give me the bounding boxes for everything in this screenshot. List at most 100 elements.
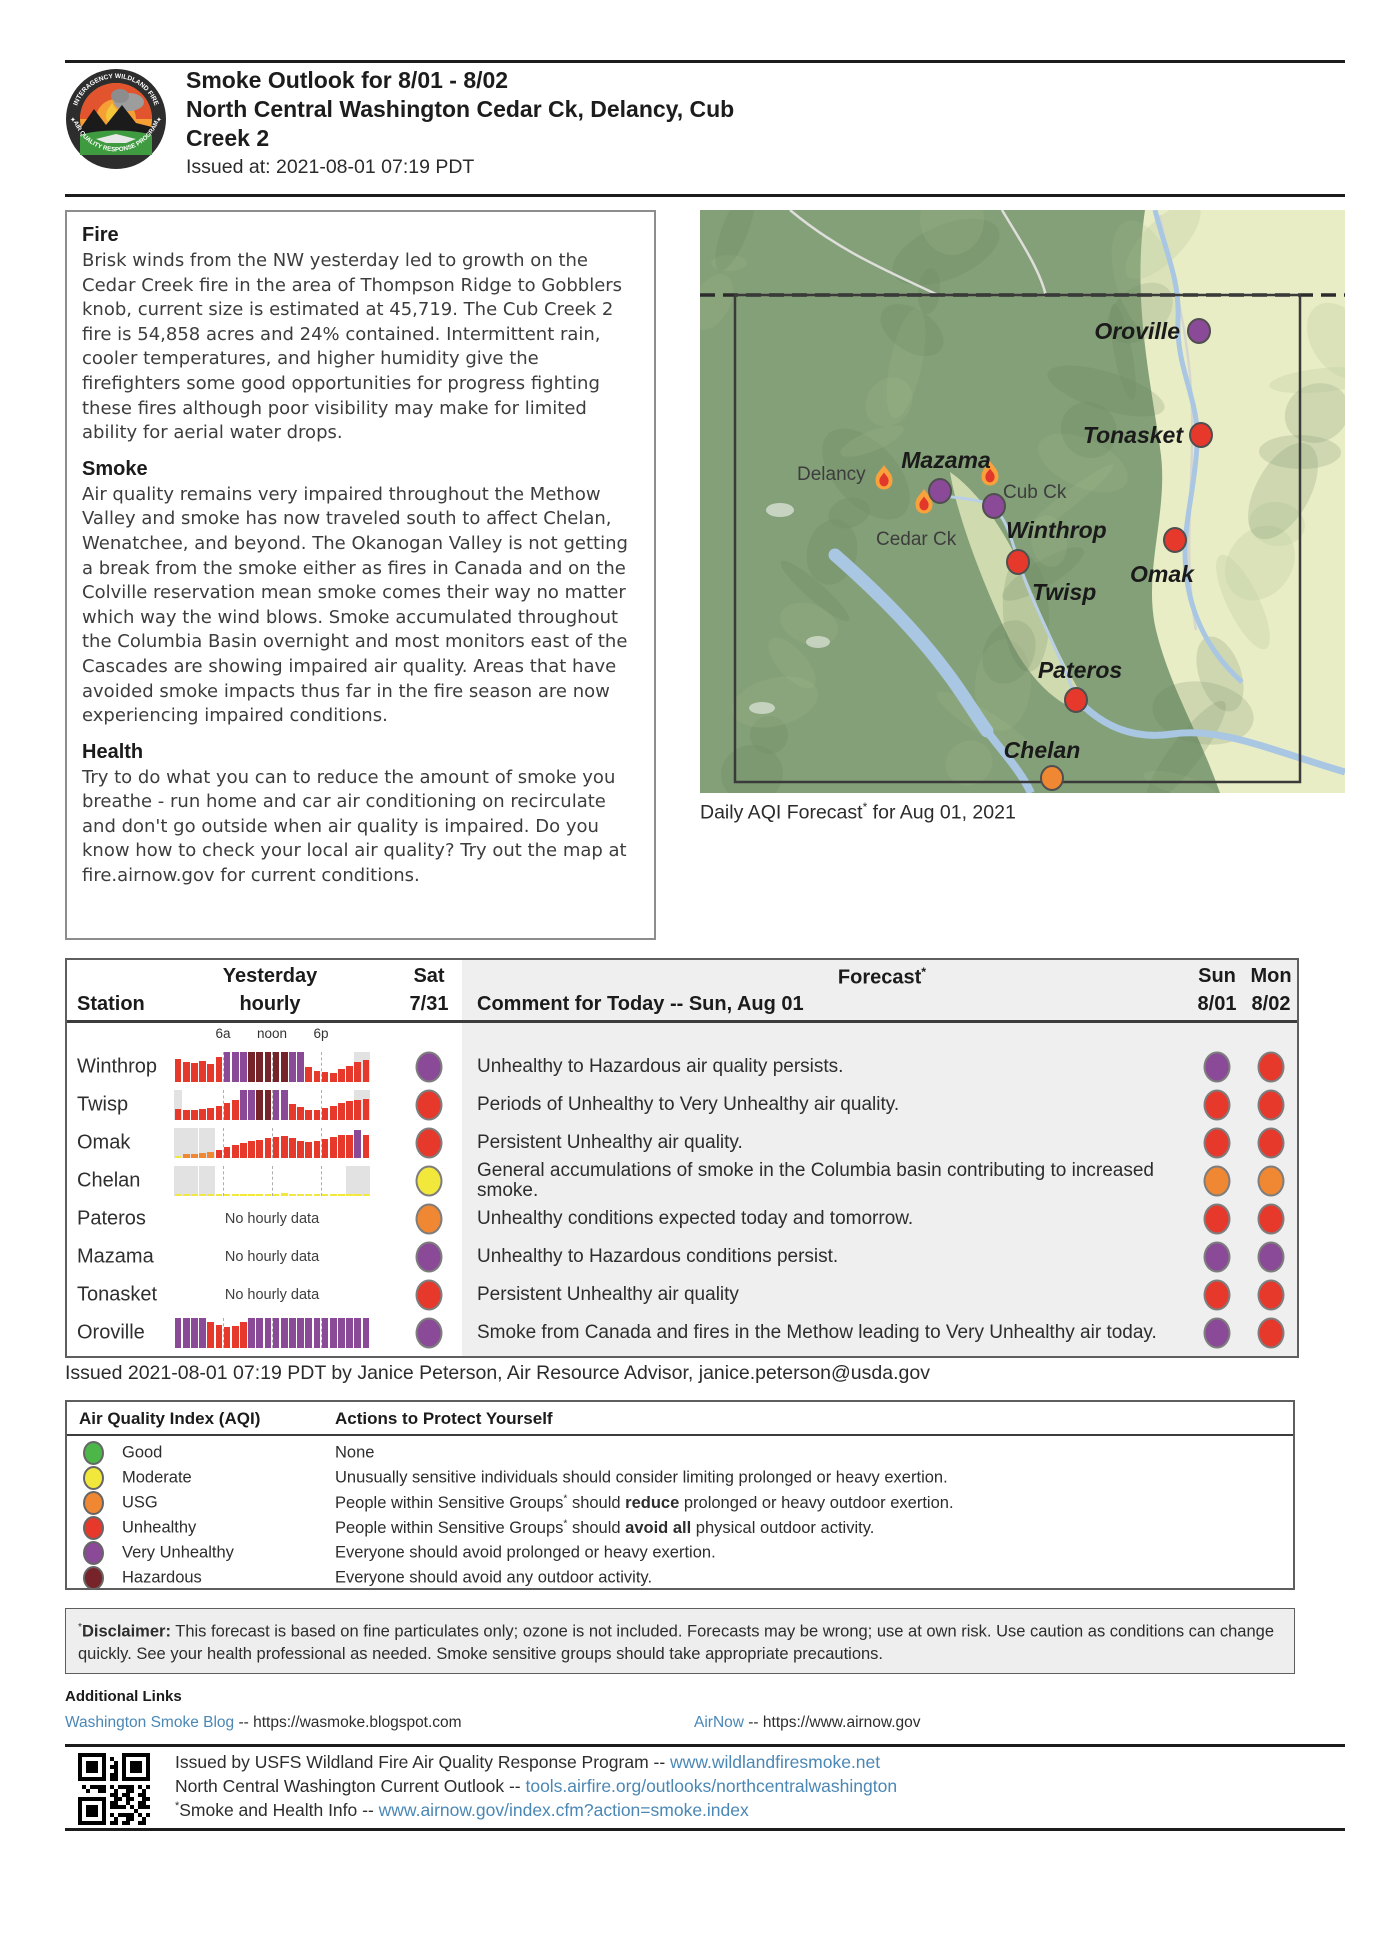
section-body-fire: Brisk winds from the NW yesterday led to… xyxy=(82,250,623,444)
page-title: Smoke Outlook for 8/01 - 8/02 xyxy=(186,67,509,93)
sun-aqi-dot xyxy=(1203,1051,1231,1083)
legend-aqi-dot xyxy=(83,1465,104,1490)
col-yesterday: Yesterday xyxy=(222,965,318,987)
sun-aqi-dot xyxy=(1203,1127,1231,1159)
no-hourly-data-label: No hourly data xyxy=(224,1211,320,1227)
svg-text:✦: ✦ xyxy=(70,116,76,124)
city-label: Tonasket xyxy=(1083,422,1184,448)
legend-action-text: None xyxy=(335,1443,375,1461)
station-label: Twisp xyxy=(77,1093,129,1116)
sun-aqi-dot xyxy=(1203,1165,1231,1197)
section-body-smoke: Air quality remains very impaired throug… xyxy=(82,483,628,727)
legend-row: Moderate Unusually sensitive individuals … xyxy=(67,1465,1293,1490)
mon-aqi-dot xyxy=(1257,1203,1285,1235)
forecast-comment: Unhealthy to Hazardous conditions persis… xyxy=(477,1246,839,1267)
station-label: Chelan xyxy=(77,1169,141,1192)
legend-row: Unhealthy People within Sensitive Groups*… xyxy=(67,1515,1293,1540)
col-hourly: hourly xyxy=(239,993,301,1015)
forecast-comment: Unhealthy conditions expected today and … xyxy=(477,1208,914,1229)
table-row: Chelan General accumulations of smoke in … xyxy=(67,1161,1297,1201)
station-label: Tonasket xyxy=(77,1283,158,1306)
sun-aqi-dot xyxy=(1203,1089,1231,1121)
footer-link[interactable]: www.wildlandfiresmoke.net xyxy=(670,1752,881,1772)
narrative-box: Fire Brisk winds from the NW yesterday l… xyxy=(65,210,656,940)
table-row: Pateros No hourly data Unhealthy condition… xyxy=(67,1200,1297,1238)
city-aqi-marker xyxy=(1163,527,1187,553)
footer-rule-bottom xyxy=(65,1828,1345,1831)
hourly-aqi-chart xyxy=(174,1166,370,1196)
legend-row: Very Unhealthy Everyone should avoid prol… xyxy=(67,1540,1293,1565)
additional-links-title: Additional Links xyxy=(65,1688,182,1705)
mon-aqi-dot xyxy=(1257,1317,1285,1349)
legend-category-label: Unhealthy xyxy=(122,1518,197,1536)
sat-aqi-dot xyxy=(415,1279,443,1311)
issued-at: Issued at: 2021-08-01 07:19 PDT xyxy=(186,156,475,178)
station-label: Pateros xyxy=(77,1207,146,1230)
sat-aqi-dot xyxy=(415,1089,443,1121)
footer-link[interactable]: www.airnow.gov/index.cfm?action=smoke.in… xyxy=(378,1800,749,1820)
city-aqi-marker xyxy=(1187,318,1211,344)
sat-aqi-dot xyxy=(415,1165,443,1197)
legend-row: Good None xyxy=(67,1440,1293,1465)
footer-link[interactable]: tools.airfire.org/outlooks/northcentralw… xyxy=(525,1776,898,1796)
sat-aqi-dot xyxy=(415,1241,443,1273)
section-body-health: Try to do what you can to reduce the amo… xyxy=(82,766,627,887)
footer-line: North Central Washington Current Outlook… xyxy=(175,1776,898,1796)
col-sat-date: 7/31 xyxy=(409,993,449,1015)
city-aqi-marker xyxy=(1006,549,1030,575)
city-label: Chelan xyxy=(1004,737,1081,763)
forecast-comment: Unhealthy to Hazardous air quality persi… xyxy=(477,1056,844,1077)
tick-6p: 6p xyxy=(313,1026,329,1041)
footer-line: *Smoke and Health Info -- www.airnow.gov… xyxy=(175,1800,749,1820)
table-row: Twisp Periods of Unhealthy to Very Unheal… xyxy=(67,1086,1297,1124)
aqi-forecast-map: Delancy Cub Ck Cedar Ck Oroville Tonasket Maz… xyxy=(690,183,1377,804)
legend-aqi-dot xyxy=(83,1540,104,1565)
issued-by-line: Issued 2021-08-01 07:19 PDT by Janice Pe… xyxy=(65,1362,930,1384)
legend-aqi-dot xyxy=(83,1515,104,1540)
qr-code xyxy=(78,1753,150,1825)
external-link[interactable]: AirNow xyxy=(694,1714,744,1731)
sat-aqi-dot xyxy=(415,1203,443,1235)
col-sun-date: 8/01 xyxy=(1197,993,1237,1015)
legend-row: USG People within Sensitive Groups* shoul… xyxy=(67,1490,1293,1515)
station-label: Winthrop xyxy=(77,1055,158,1078)
table-row: Winthrop Unhealthy to Hazardous air quali… xyxy=(67,1048,1297,1086)
col-sun: Sun xyxy=(1198,965,1236,987)
mon-aqi-dot xyxy=(1257,1127,1285,1159)
footer-rule-top xyxy=(65,1744,1345,1747)
table-row: Oroville Smoke from Canada and fires in t… xyxy=(67,1314,1297,1352)
hourly-aqi-chart xyxy=(174,1128,370,1158)
city-label: Pateros xyxy=(1038,657,1122,683)
legend-category-label: USG xyxy=(122,1493,158,1511)
map-lake-chelan xyxy=(828,548,994,738)
hourly-aqi-chart xyxy=(174,1318,370,1348)
sun-aqi-dot xyxy=(1203,1241,1231,1273)
city-aqi-marker xyxy=(1189,422,1213,448)
city-label: Omak xyxy=(1130,561,1195,587)
map-caption: Daily AQI Forecast* for Aug 01, 2021 xyxy=(700,800,1016,824)
city-label: Winthrop xyxy=(1006,517,1107,543)
legend-aqi-dot xyxy=(83,1565,104,1590)
mon-aqi-dot xyxy=(1257,1089,1285,1121)
legend-row: Hazardous Everyone should avoid any outdo… xyxy=(67,1565,1293,1590)
aqi-legend: Air Quality Index (AQI) Actions to Prote… xyxy=(65,1400,1295,1590)
external-link[interactable]: Washington Smoke Blog xyxy=(65,1714,235,1731)
legend-category-label: Very Unhealthy xyxy=(122,1543,234,1561)
footer-line: Issued by USFS Wildland Fire Air Quality… xyxy=(175,1752,881,1772)
forecast-comment: Persistent Unhealthy air quality. xyxy=(477,1132,743,1153)
svg-text:✦: ✦ xyxy=(156,116,162,124)
col-mon: Mon xyxy=(1250,965,1292,987)
section-heading-fire: Fire xyxy=(82,224,119,246)
fire-label: Delancy xyxy=(797,464,866,485)
mon-aqi-dot xyxy=(1257,1241,1285,1273)
table-header-separator xyxy=(67,1020,1297,1023)
map-canvas: Delancy Cub Ck Cedar Ck Oroville Tonasket Maz… xyxy=(690,183,1377,804)
tick-noon: noon xyxy=(256,1026,288,1041)
col-station: Station xyxy=(77,993,145,1015)
legend-aqi-dot xyxy=(83,1440,104,1465)
disclaimer-box: *Disclaimer: This forecast is based on f… xyxy=(65,1608,1295,1674)
legend-category-label: Hazardous xyxy=(122,1568,202,1586)
legend-category-label: Good xyxy=(122,1443,163,1461)
table-row: Tonasket No hourly data Persistent Unhealt… xyxy=(67,1276,1297,1314)
